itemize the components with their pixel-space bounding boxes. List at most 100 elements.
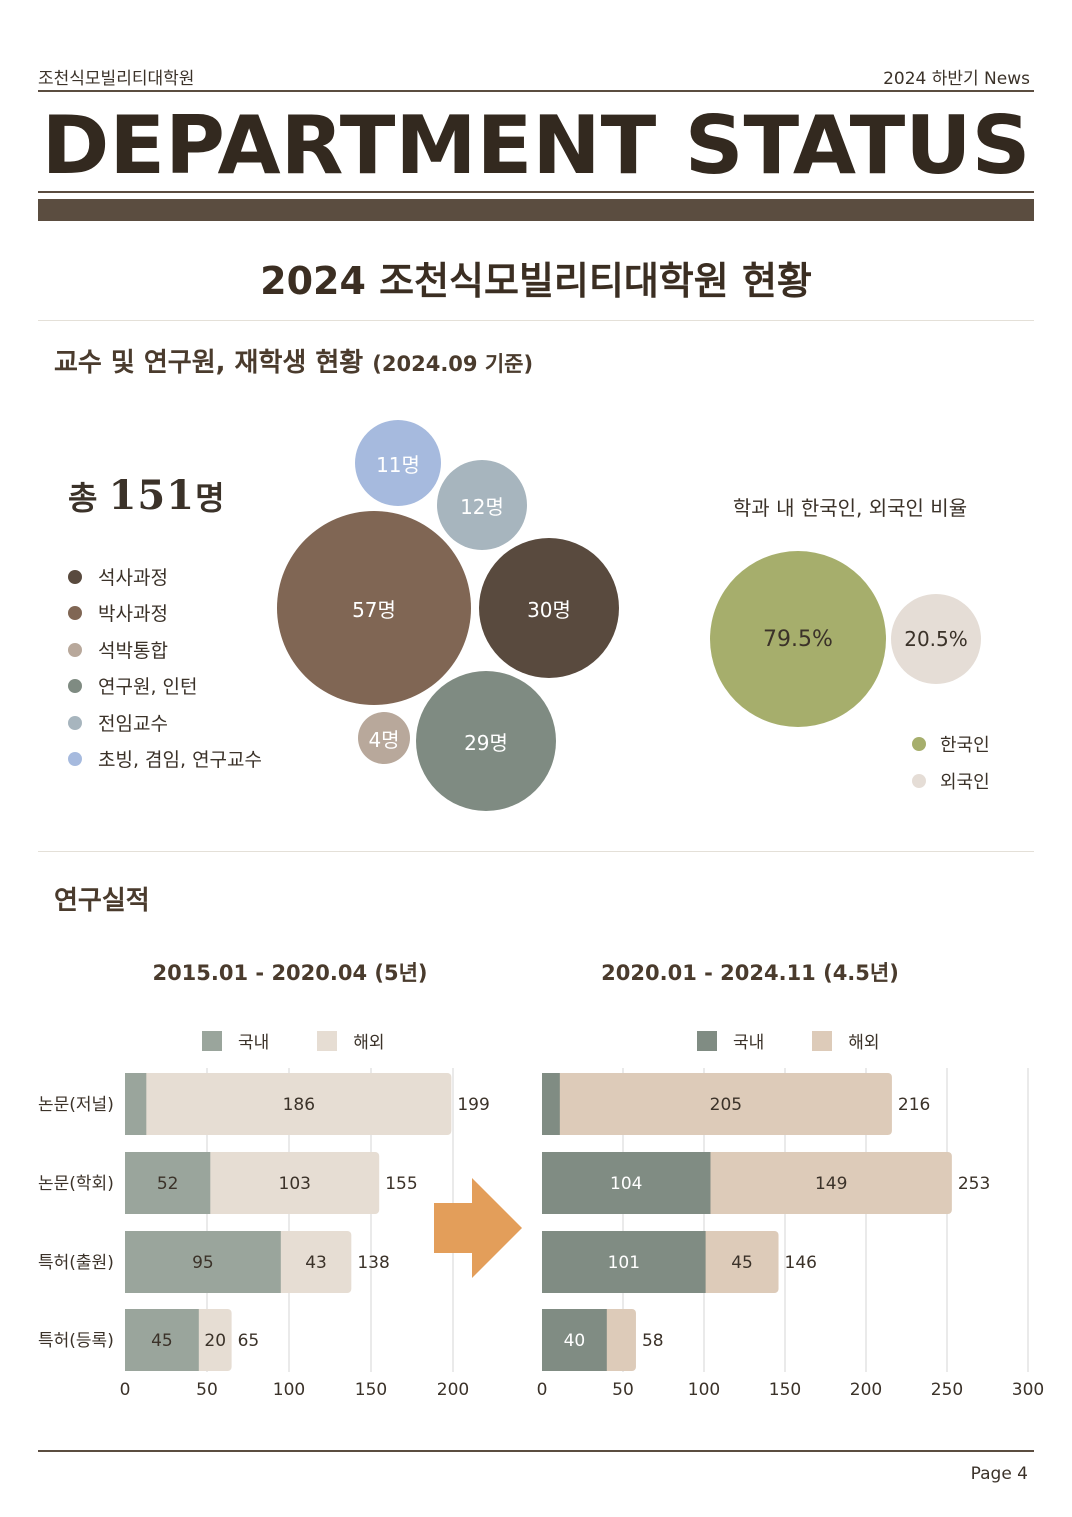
x-tick-label: 150 [769, 1380, 801, 1400]
chart2-title: 2020.01 - 2024.11 (4.5년) [601, 961, 899, 985]
bar-domestic [125, 1152, 211, 1214]
header-org-name: 조천식모빌리티대학원 [38, 69, 195, 89]
x-tick-label: 50 [196, 1380, 218, 1400]
legend-item: 석박통합 [68, 636, 168, 663]
legend-label: 초빙, 겸임, 연구교수 [98, 749, 262, 771]
legend-dot [68, 642, 82, 657]
category-label: 특허(등록) [38, 1331, 114, 1351]
bar-overseas-label: 186 [283, 1095, 315, 1115]
legend-item: 전임교수 [68, 709, 168, 736]
category-label: 특허(출원) [38, 1253, 114, 1273]
legend-item: 초빙, 겸임, 연구교수 [68, 745, 262, 772]
bar-domestic-label: 95 [192, 1253, 214, 1273]
legend-domestic-swatch [202, 1030, 222, 1051]
legend-overseas-swatch [317, 1030, 338, 1051]
legend-label: 한국인 [940, 735, 990, 756]
arrow-icon [434, 1178, 522, 1278]
legend-overseas-label: 해외 [848, 1033, 880, 1053]
footer-divider [38, 1450, 1034, 1452]
header-edition: 2024 하반기 News [883, 69, 1030, 89]
nationality-legend-item: 외국인 [912, 768, 990, 794]
bar-domestic-label: 52 [157, 1174, 179, 1194]
legend-domestic-label: 국내 [238, 1033, 270, 1053]
legend-item: 박사과정 [68, 599, 168, 626]
legend-label: 석사과정 [98, 567, 168, 589]
legend-domestic-swatch [697, 1030, 717, 1051]
total-unit: 명 [195, 479, 225, 517]
members-heading-note: (2024.09 기준) [372, 352, 534, 376]
page-number: Page 4 [970, 1464, 1028, 1484]
bar-overseas [542, 1073, 892, 1135]
member-bubble: 30명 [479, 538, 619, 678]
category-label: 논문(저널) [38, 1095, 114, 1115]
bar-total-label: 58 [642, 1331, 664, 1351]
bar-overseas-label: 20 [204, 1331, 226, 1351]
bar-domestic [125, 1231, 281, 1293]
main-title: DEPARTMENT STATUS [41, 99, 1031, 192]
bar-total-label: 146 [785, 1253, 817, 1273]
chart2-legend: 국내 해외 [697, 1028, 880, 1053]
research-heading: 연구실적 [54, 886, 150, 916]
x-tick-label: 300 [1012, 1380, 1044, 1400]
member-bubble: 11명 [355, 420, 441, 506]
legend-dot [68, 678, 82, 693]
members-heading-text: 교수 및 연구원, 재학생 현황 [54, 348, 364, 378]
legend-label: 석박통합 [98, 640, 168, 662]
total-count: 총 151명 [68, 472, 225, 519]
bar-domestic [542, 1073, 560, 1135]
legend-label: 외국인 [940, 772, 990, 793]
legend-dot [912, 737, 926, 751]
bar-overseas-label: 149 [815, 1174, 847, 1194]
bar-total-label: 216 [898, 1095, 930, 1115]
bar-domestic [542, 1309, 607, 1371]
chart1-legend: 국내 해외 [202, 1028, 385, 1053]
bar-total-label: 253 [958, 1174, 990, 1194]
x-tick-label: 0 [120, 1380, 131, 1400]
x-tick-label: 200 [437, 1380, 469, 1400]
legend-item: 연구원, 인턴 [68, 672, 197, 699]
bar-overseas [125, 1073, 452, 1135]
legend-dot [68, 569, 82, 584]
member-bubble: 57명 [277, 511, 471, 705]
legend-item: 석사과정 [68, 563, 168, 590]
nationality-title: 학과 내 한국인, 외국인 비율 [732, 496, 968, 520]
legend-label: 연구원, 인턴 [98, 676, 198, 698]
legend-dot [68, 715, 82, 730]
members-heading: 교수 및 연구원, 재학생 현황 (2024.09 기준) [54, 342, 533, 379]
member-bubble: 12명 [437, 460, 527, 550]
bar-domestic-label: 101 [608, 1253, 640, 1273]
page-subtitle: 2024 조천식모빌리티대학원 현황 [260, 259, 812, 303]
legend-dot [912, 774, 926, 788]
bar-total-label: 155 [385, 1174, 417, 1194]
bar-overseas-label: 45 [731, 1253, 753, 1273]
x-tick-label: 0 [537, 1380, 548, 1400]
bar-total-label: 138 [357, 1253, 389, 1273]
title-divider [38, 191, 1034, 193]
nationality-bubble: 79.5% [710, 551, 886, 727]
bar-domestic-label: 104 [610, 1174, 642, 1194]
x-tick-label: 150 [355, 1380, 387, 1400]
bar-domestic [542, 1231, 706, 1293]
bar-domestic-label: 40 [564, 1331, 586, 1351]
total-value: 151 [108, 472, 196, 519]
bar-overseas-label: 43 [305, 1253, 327, 1273]
legend-label: 박사과정 [98, 603, 168, 625]
nationality-legend-item: 한국인 [912, 731, 990, 757]
total-prefix: 총 [68, 479, 98, 517]
bar-overseas-label: 103 [279, 1174, 311, 1194]
section-divider [38, 320, 1034, 321]
bar-overseas-label: 205 [710, 1095, 742, 1115]
bar-total-label: 65 [238, 1331, 260, 1351]
bar-domestic [125, 1309, 199, 1371]
header-divider [38, 90, 1034, 92]
member-bubble: 29명 [416, 671, 556, 811]
category-label: 논문(학회) [38, 1174, 114, 1194]
x-tick-label: 200 [850, 1380, 882, 1400]
legend-overseas-swatch [812, 1030, 833, 1051]
bar-domestic-label: 45 [151, 1331, 173, 1351]
bar-domestic [125, 1073, 147, 1135]
legend-domestic-label: 국내 [733, 1033, 765, 1053]
bar-domestic [542, 1152, 711, 1214]
chart1-title: 2015.01 - 2020.04 (5년) [152, 961, 428, 985]
